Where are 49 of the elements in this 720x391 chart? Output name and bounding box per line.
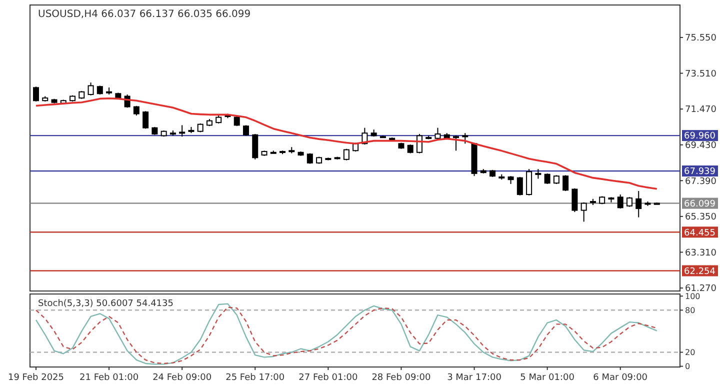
- y-tick-label: 63.310: [685, 248, 717, 258]
- x-tick-label: 5 Mar 01:00: [520, 373, 575, 383]
- line-series: [35, 97, 658, 190]
- candlestick: [544, 172, 550, 184]
- y-tick-label: 69.430: [685, 140, 717, 151]
- chart-title: USOUSD,H4 66.037 66.137 66.035 66.099: [38, 9, 251, 20]
- y-tick-label: 61.270: [685, 284, 717, 294]
- ref-line-label: 62.254: [684, 266, 716, 277]
- candlestick: [252, 133, 258, 160]
- x-tick-label: 24 Feb 09:00: [152, 373, 212, 383]
- ref-line-label: 67.939: [684, 167, 716, 178]
- candlestick: [617, 194, 624, 210]
- x-tick-label: 6 Mar 09:00: [593, 373, 648, 383]
- ref-line-label: 69.960: [684, 132, 716, 142]
- y-tick-label: 0: [685, 362, 690, 372]
- x-tick-label: 27 Feb 01:00: [298, 373, 358, 383]
- candlestick: [636, 190, 642, 218]
- candlestick: [343, 148, 350, 161]
- x-tick-label: 28 Feb 09:00: [372, 373, 432, 383]
- candlestick: [179, 124, 186, 138]
- candlestick: [572, 188, 578, 213]
- x-tick-label: 19 Feb 2025: [8, 373, 64, 383]
- x-tick-label: 3 Mar 17:00: [447, 373, 502, 383]
- y-tick-label: 75.550: [685, 34, 717, 44]
- y-tick-label: 65.350: [685, 212, 717, 223]
- x-tick-label: 21 Feb 01:00: [80, 373, 139, 383]
- candlestick: [33, 86, 39, 102]
- y-tick-label: 20: [685, 348, 696, 358]
- y-tick-label: 100: [685, 292, 700, 301]
- candlestick: [462, 132, 468, 144]
- text: Stoch(5,3,3) 50.6007 54.4135: [38, 299, 174, 309]
- candlestick: [516, 176, 523, 196]
- ref-line-label: 66.099: [684, 199, 716, 210]
- y-tick-label: 73.510: [685, 69, 717, 80]
- candlestick: [88, 82, 94, 96]
- ref-line-label: 64.455: [684, 228, 716, 238]
- y-tick-label: 80: [685, 306, 696, 315]
- candlestick: [142, 110, 149, 130]
- y-tick-label: 71.470: [685, 105, 717, 116]
- x-tick-label: 25 Feb 17:00: [226, 373, 285, 383]
- candlestick: [453, 135, 459, 152]
- candlestick: [562, 174, 569, 192]
- candlestick: [626, 196, 632, 208]
- candlestick: [535, 168, 542, 180]
- y-tick-label: 67.390: [685, 176, 717, 187]
- candlestick: [416, 133, 422, 154]
- candlestick: [526, 168, 532, 196]
- candlestick: [580, 202, 587, 222]
- candlestick: [133, 105, 140, 116]
